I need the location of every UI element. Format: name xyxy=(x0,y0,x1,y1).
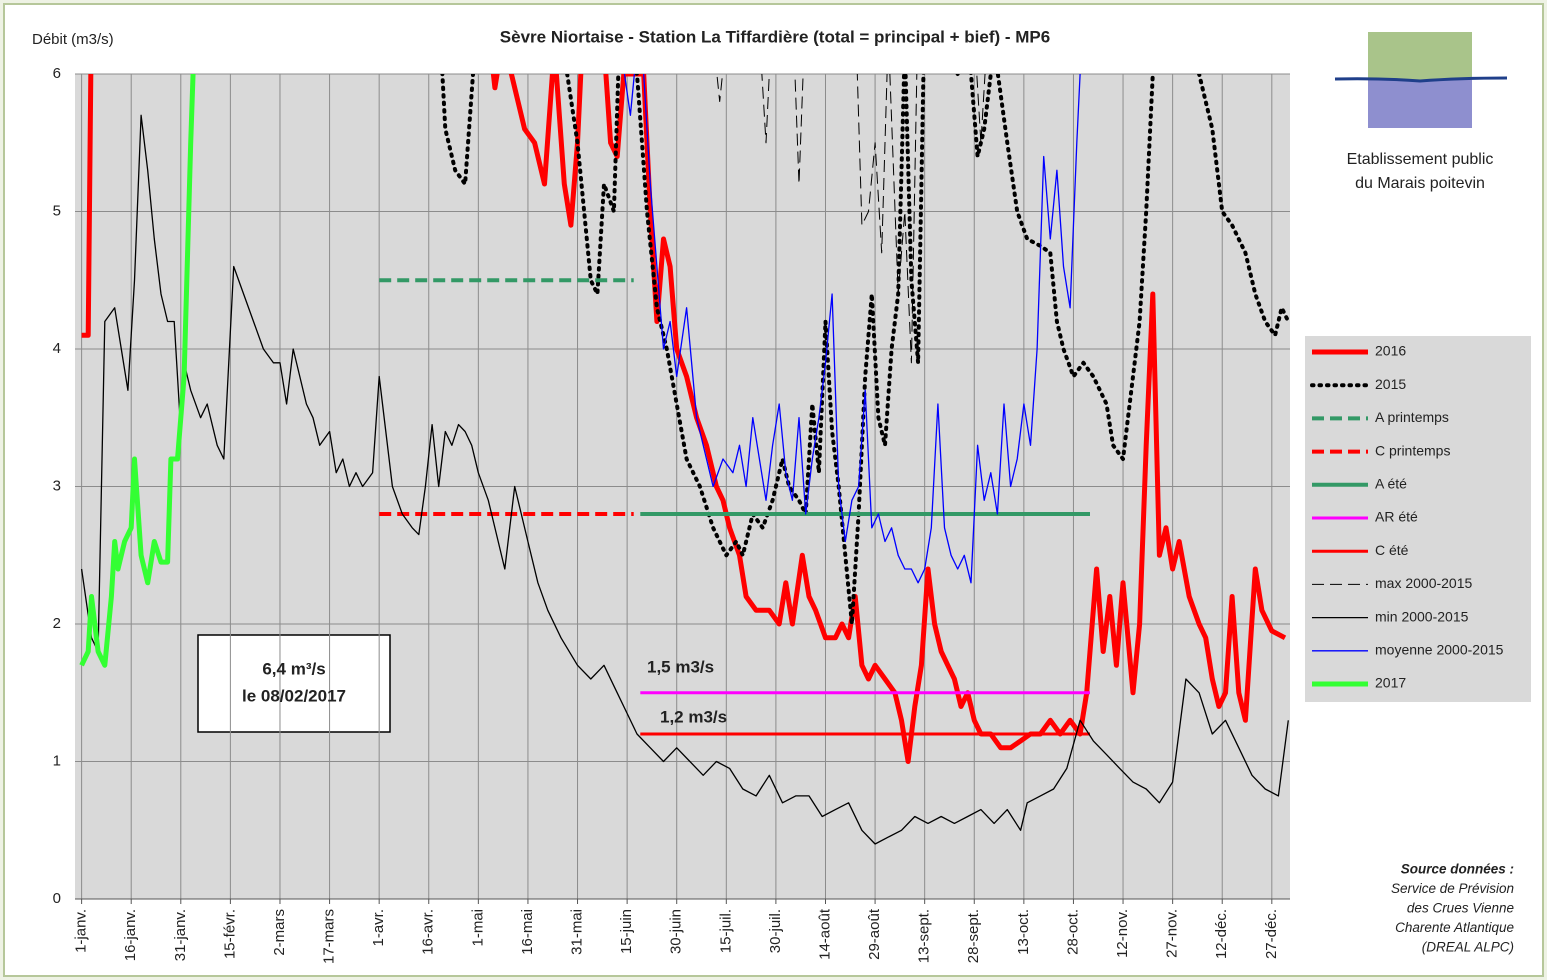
plot-lines xyxy=(79,74,1290,845)
logo-text: Etablissement public xyxy=(1347,151,1494,168)
series-line xyxy=(80,114,1289,845)
source-note: des Crues Vienne xyxy=(1407,901,1514,916)
x-tick-label: 2-mars xyxy=(271,909,288,956)
x-tick-label: 30-juin xyxy=(668,909,685,954)
y-tick-label: 5 xyxy=(53,202,61,219)
x-tick-label: 13-oct. xyxy=(1015,909,1032,955)
legend-label: AR été xyxy=(1375,509,1418,525)
annotation: 6,4 m³/s xyxy=(262,659,325,678)
y-tick-label: 6 xyxy=(53,65,61,82)
legend-label: max 2000-2015 xyxy=(1375,575,1473,591)
logo-water xyxy=(1368,80,1472,128)
legend-label: 2016 xyxy=(1375,343,1406,359)
y-axis-label: Débit (m3/s) xyxy=(32,31,114,48)
series-line xyxy=(79,74,196,668)
x-tick-label: 12-nov. xyxy=(1114,909,1131,958)
x-tick-label: 12-déc. xyxy=(1213,909,1230,959)
x-tick-label: 15-juin xyxy=(618,909,635,954)
legend-label: moyenne 2000-2015 xyxy=(1375,642,1504,658)
x-tick-label: 1-avr. xyxy=(370,909,387,947)
x-tick-label: 16-avr. xyxy=(420,909,437,955)
logo-text: du Marais poitevin xyxy=(1355,175,1485,192)
annotation: 1,5 m3/s xyxy=(647,657,714,676)
x-tick-label: 28-sept. xyxy=(965,909,982,963)
source-note: Service de Prévision xyxy=(1391,881,1514,896)
x-tick-label: 31-janv. xyxy=(172,909,189,961)
source-note: (DREAL ALPC) xyxy=(1422,940,1514,955)
series-line xyxy=(623,74,1081,584)
x-tick-label: 13-sept. xyxy=(916,909,933,963)
y-tick-label: 3 xyxy=(53,477,61,494)
logo xyxy=(1334,32,1508,128)
series-line xyxy=(81,74,1287,764)
source-note: Source données : xyxy=(1401,862,1514,877)
logo-line xyxy=(1334,76,1508,83)
legend-label: A été xyxy=(1375,476,1407,492)
x-tick-label: 30-juil. xyxy=(767,909,784,953)
x-tick-label: 29-août xyxy=(866,908,883,960)
x-tick-label: 14-août xyxy=(816,908,833,960)
legend-label: C printemps xyxy=(1375,442,1450,458)
legend-label: A printemps xyxy=(1375,409,1449,425)
logo-land xyxy=(1368,32,1472,82)
series-line xyxy=(716,74,986,364)
annotation-box xyxy=(197,634,391,733)
legend-label: C été xyxy=(1375,542,1409,558)
x-tick-label: 16-mai xyxy=(519,909,536,955)
legend-label: 2017 xyxy=(1375,675,1406,691)
x-tick-label: 28-oct. xyxy=(1064,909,1081,955)
x-tick-label: 15-juil. xyxy=(717,909,734,953)
x-tick-label: 17-mars xyxy=(321,909,338,964)
legend-label: 2015 xyxy=(1375,376,1406,392)
annotation: 1,2 m3/s xyxy=(660,707,727,726)
x-tick-label: 16-janv. xyxy=(122,909,139,961)
x-tick-label: 1-janv. xyxy=(73,909,90,953)
y-tick-label: 4 xyxy=(53,340,61,357)
x-tick-label: 31-mai xyxy=(568,909,585,955)
x-tick-label: 27-nov. xyxy=(1164,909,1181,958)
x-tick-label: 1-mai xyxy=(469,909,486,947)
x-tick-label: 27-déc. xyxy=(1263,909,1280,959)
y-tick-label: 2 xyxy=(53,615,61,632)
source-note: Charente Atlantique xyxy=(1395,920,1514,935)
annotation: le 08/02/2017 xyxy=(242,686,346,705)
x-tick-label: 15-févr. xyxy=(221,909,238,959)
y-tick-label: 1 xyxy=(53,752,61,769)
series-line xyxy=(440,74,1290,626)
legend-label: min 2000-2015 xyxy=(1375,608,1469,624)
chart-title: Sèvre Niortaise - Station La Tiffardière… xyxy=(500,27,1050,46)
y-tick-label: 0 xyxy=(53,890,61,907)
